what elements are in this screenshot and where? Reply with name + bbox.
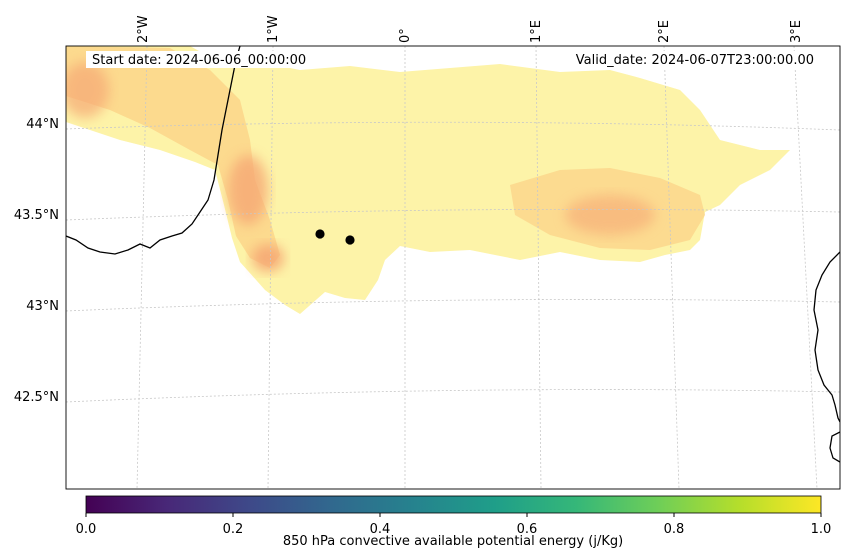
- colorbar-tick-label: 0.2: [223, 522, 244, 537]
- lon-label-1w: 1°W: [266, 15, 281, 43]
- lat-label-42-5n: 42.5°N: [14, 390, 59, 405]
- meridian-3e: [793, 46, 818, 489]
- cape-field-mid: [66, 46, 280, 268]
- start-date-box: [86, 51, 324, 68]
- start-date-label: Start date: 2024-06-06_00:00:00: [92, 53, 306, 68]
- marker-2: [345, 235, 355, 245]
- cape-hotspot-southwest: [252, 244, 284, 272]
- lon-label-2w: 2°W: [136, 15, 151, 43]
- valid-date-label: Valid_date: 2024-06-07T23:00:00.00: [576, 53, 814, 68]
- lon-label-0: 0°: [398, 28, 413, 43]
- colorbar-ramp: [85, 495, 822, 514]
- lat-label-43n: 43°N: [26, 299, 59, 314]
- cape-hotspot-east: [565, 195, 655, 235]
- colorbar-tick-label: 1.0: [811, 522, 832, 537]
- lat-label-43-5n: 43.5°N: [14, 208, 59, 223]
- colorbar-tick-label: 0.0: [76, 522, 97, 537]
- coastline-mediterranean: [813, 251, 840, 423]
- lon-label-3e: 3°E: [789, 20, 804, 43]
- lon-label-2e: 2°E: [657, 20, 672, 43]
- cape-hotspot-west: [228, 155, 268, 225]
- lon-label-1e: 1°E: [529, 20, 544, 43]
- colorbar-tick-label: 0.6: [517, 522, 538, 537]
- cape-hotspot-northwest: [66, 62, 109, 118]
- valid-date-box: [554, 51, 820, 68]
- coastline-mediterranean-south: [829, 431, 840, 463]
- marker-1: [315, 229, 325, 239]
- map-frame: [65, 45, 841, 490]
- colorbar-label: 850 hPa convective available potential e…: [283, 534, 623, 549]
- meridian-2w: [136, 46, 148, 489]
- meridian-1w: [267, 46, 274, 489]
- coastline-atlantic: [66, 46, 241, 255]
- colorbar-ticks: 0.0 0.2 0.4 0.6 0.8 1.0: [76, 513, 832, 537]
- colorbar: 0.0 0.2 0.4 0.6 0.8 1.0 850 hPa convecti…: [76, 495, 832, 549]
- meridian-2e: [663, 46, 680, 489]
- meridian-1e: [535, 46, 542, 489]
- lat-label-44n: 44°N: [26, 117, 59, 132]
- map-panel: Start date: 2024-06-06_00:00:00 Valid_da…: [14, 15, 841, 490]
- colorbar-tick-label: 0.8: [664, 522, 685, 537]
- colorbar-tick-label: 0.4: [370, 522, 391, 537]
- graticule: [66, 46, 840, 489]
